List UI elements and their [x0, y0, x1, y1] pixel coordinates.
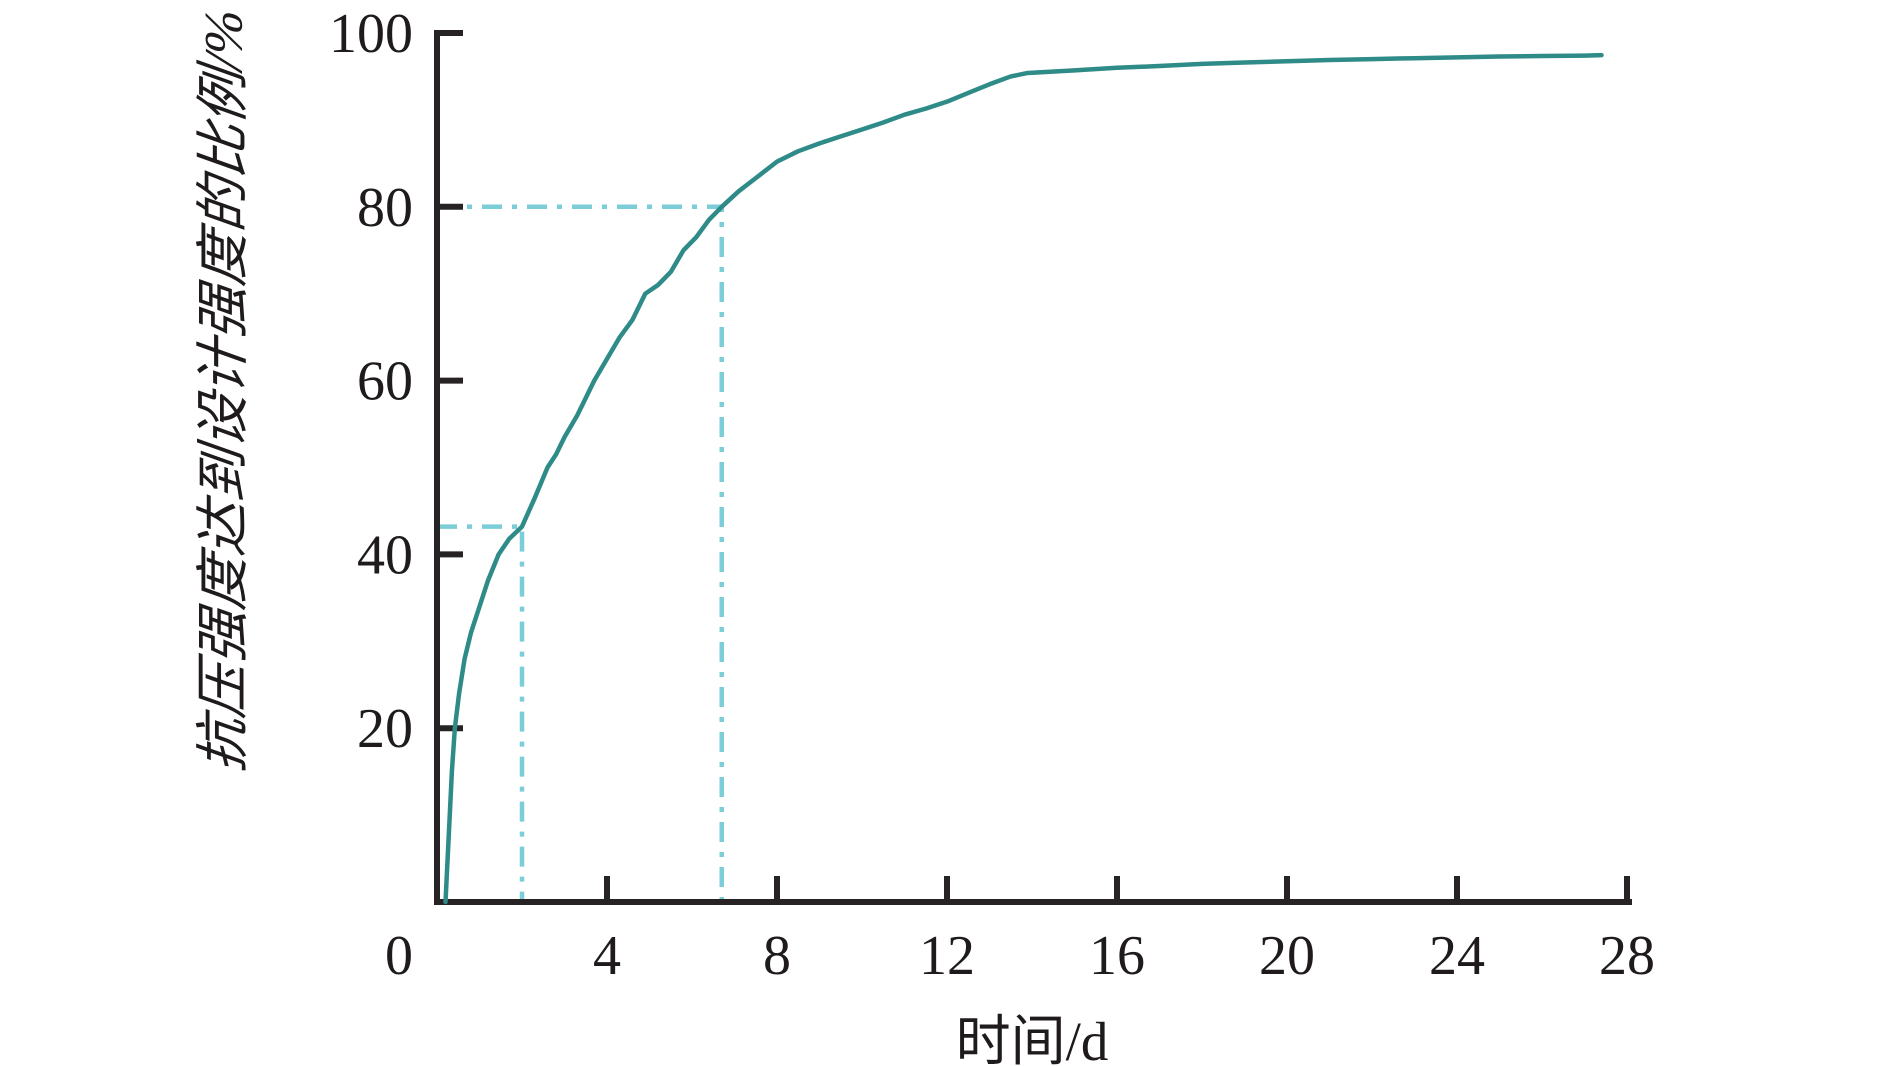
x-axis-title: 时间/d	[955, 1011, 1109, 1066]
x-tick-label-12: 12	[919, 925, 975, 987]
strength-ratio-vs-time	[443, 52, 1604, 905]
x-tick-label-20: 20	[1259, 925, 1315, 987]
x-tick-label-24: 24	[1429, 925, 1485, 987]
ticks-group	[437, 30, 1630, 902]
x-tick-label-16: 16	[1089, 925, 1145, 987]
y-tick-label-40: 40	[357, 524, 413, 586]
guide-80-percent-at-6.7d	[437, 204, 724, 902]
y-tick-label-80: 80	[357, 177, 413, 239]
data-series-group	[443, 52, 1604, 905]
y-axis-title: 抗压强度达到设计强度的比例/%	[193, 6, 254, 775]
x-tick-label-28: 28	[1599, 925, 1655, 987]
tick-labels-group: 20 40 60 80 100 0 4 8 12 16 20 24 28	[329, 3, 1655, 987]
x-tick-label-8: 8	[763, 925, 791, 987]
axes-group	[434, 30, 1632, 905]
y-tick-label-100: 100	[329, 3, 413, 65]
y-tick-label-60: 60	[357, 351, 413, 413]
x-tick-label-4: 4	[593, 925, 621, 987]
guide-lines-group	[437, 204, 724, 902]
y-tick-label-20: 20	[357, 698, 413, 760]
x-tick-label-0: 0	[385, 925, 413, 987]
